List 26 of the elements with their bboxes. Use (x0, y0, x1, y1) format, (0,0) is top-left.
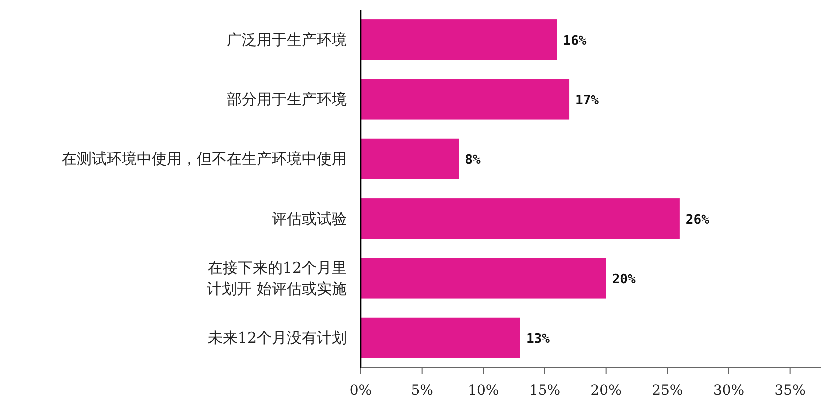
data-label: 13% (526, 332, 550, 348)
data-label: 26% (686, 212, 710, 228)
y-tick-label: 未来12个月没有计划 (208, 329, 347, 348)
x-tick-label: 5% (411, 383, 434, 399)
data-label: 8% (465, 153, 481, 168)
x-tick-label: 20% (590, 383, 622, 399)
bar (361, 20, 558, 60)
bar (361, 198, 680, 240)
bar (361, 138, 460, 180)
x-tick-label: 15% (529, 383, 561, 399)
x-tick-label: 35% (774, 383, 806, 399)
x-tick-label: 30% (713, 383, 745, 399)
x-tick-label: 0% (350, 383, 372, 399)
y-tick-label: 评估或试验 (272, 210, 347, 228)
bar (361, 258, 606, 299)
x-tick-label: 10% (468, 383, 500, 399)
y-tick-label: 在接下来的12个月里计划开 始评估或实施 (207, 259, 347, 298)
data-label: 16% (563, 34, 587, 49)
x-tick-label: 25% (652, 383, 684, 399)
y-tick-label: 部分用于生产环境 (227, 90, 347, 108)
bar (361, 318, 520, 358)
y-tick-label: 在测试环境中使用，但不在生产环境中使用 (62, 150, 347, 168)
bar (361, 79, 570, 120)
data-label: 17% (576, 94, 600, 108)
data-label: 20% (612, 272, 636, 288)
y-tick-label: 广泛用于生产环境 (227, 30, 347, 49)
